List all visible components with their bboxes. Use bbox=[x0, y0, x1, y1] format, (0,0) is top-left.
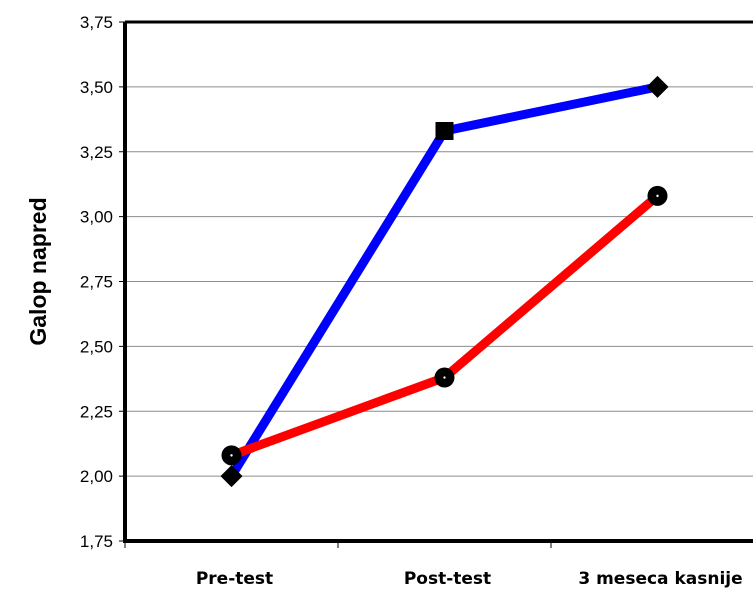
square-marker bbox=[435, 121, 454, 140]
diamond-marker bbox=[646, 75, 669, 98]
marker-dot bbox=[230, 454, 233, 457]
x-tick-label: Pre-test bbox=[196, 569, 273, 589]
y-axis-label: Galop napred bbox=[25, 197, 51, 345]
y-tick-label: 2,75 bbox=[80, 273, 113, 292]
x-tick-label: 3 meseca kasnije bbox=[578, 569, 742, 589]
marker-dot bbox=[443, 376, 446, 379]
x-axis-ticks: Pre-test Post-test 3 meseca kasnije bbox=[124, 541, 743, 589]
y-axis-ticks: 1,75 2,00 2,25 2,50 2,75 3,00 3,25 3,50 3,75 bbox=[80, 13, 125, 551]
series-line bbox=[229, 192, 661, 460]
y-tick-label: 3,75 bbox=[80, 13, 113, 32]
y-tick-label: 2,00 bbox=[80, 467, 113, 486]
y-tick-label: 2,50 bbox=[80, 337, 113, 356]
y-tick-label: 1,75 bbox=[80, 532, 113, 551]
y-tick-label: 3,25 bbox=[80, 143, 113, 162]
gridlines bbox=[125, 86, 753, 477]
y-tick-label: 2,25 bbox=[80, 402, 113, 421]
y-tick-label: 3,50 bbox=[80, 78, 113, 97]
y-tick-label: 3,00 bbox=[80, 208, 113, 227]
series-markers bbox=[220, 75, 669, 488]
diamond-marker bbox=[220, 465, 243, 488]
marker-dot bbox=[656, 194, 659, 198]
x-tick-label: Post-test bbox=[404, 569, 491, 589]
